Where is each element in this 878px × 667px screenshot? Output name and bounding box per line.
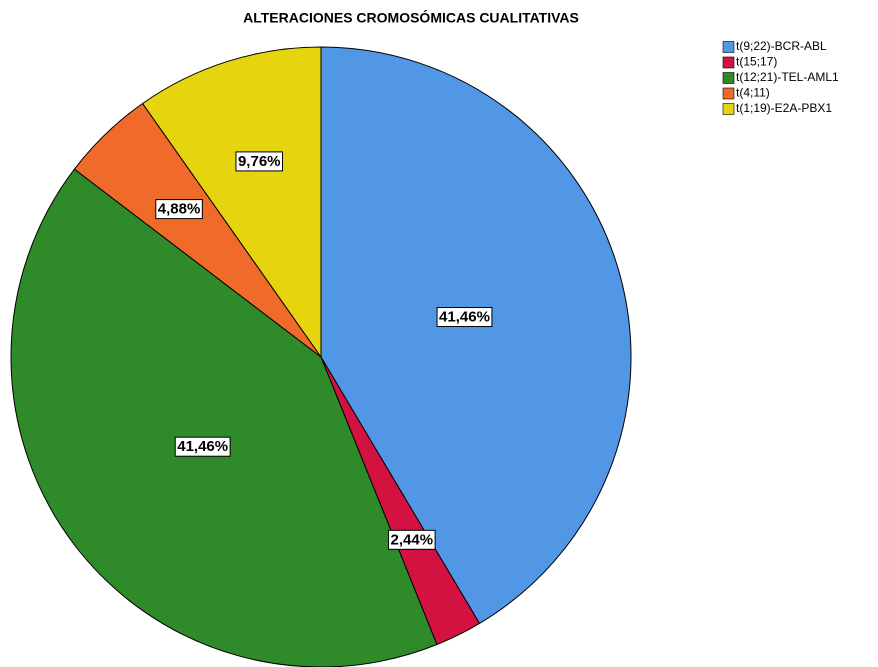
slice-label-box — [436, 307, 493, 328]
chart-title: ALTERACIONES CROMOSÓMICAS CUALITATIVAS — [243, 9, 579, 26]
slice-label: 2,44% — [391, 531, 434, 548]
legend-text: t(1;19)-E2A-PBX1 — [736, 101, 832, 115]
legend-swatch — [722, 56, 735, 69]
legend-text: t(15;17) — [736, 55, 777, 69]
legend-text: t(12;21)-TEL-AML1 — [736, 70, 839, 84]
slice-label-box — [388, 529, 436, 550]
slice-label-group: 4,88% — [155, 199, 203, 220]
slice-label-box — [235, 151, 284, 172]
slice-label: 41,46% — [177, 438, 228, 455]
slice-label-group: 2,44% — [388, 529, 436, 550]
slice-label-box — [155, 199, 203, 220]
pie-slice — [320, 46, 632, 625]
legend-swatch — [722, 87, 735, 100]
slice-label: 4,88% — [158, 201, 201, 218]
legend-swatch — [722, 103, 735, 115]
slice-label-group: 41,46% — [174, 436, 231, 457]
legend-swatch — [722, 72, 735, 84]
slice-label-group: 9,76% — [235, 151, 284, 172]
legend-text: t(4;11) — [736, 86, 770, 100]
slice-label: 41,46% — [439, 309, 490, 326]
slice-label-group: 41,46% — [436, 307, 493, 328]
legend-text: t(9;22)-BCR-ABL — [736, 39, 827, 53]
pie-slice — [141, 46, 322, 359]
legend-swatch — [722, 41, 735, 53]
slice-label: 9,76% — [238, 153, 281, 170]
slice-label-box — [174, 436, 231, 457]
